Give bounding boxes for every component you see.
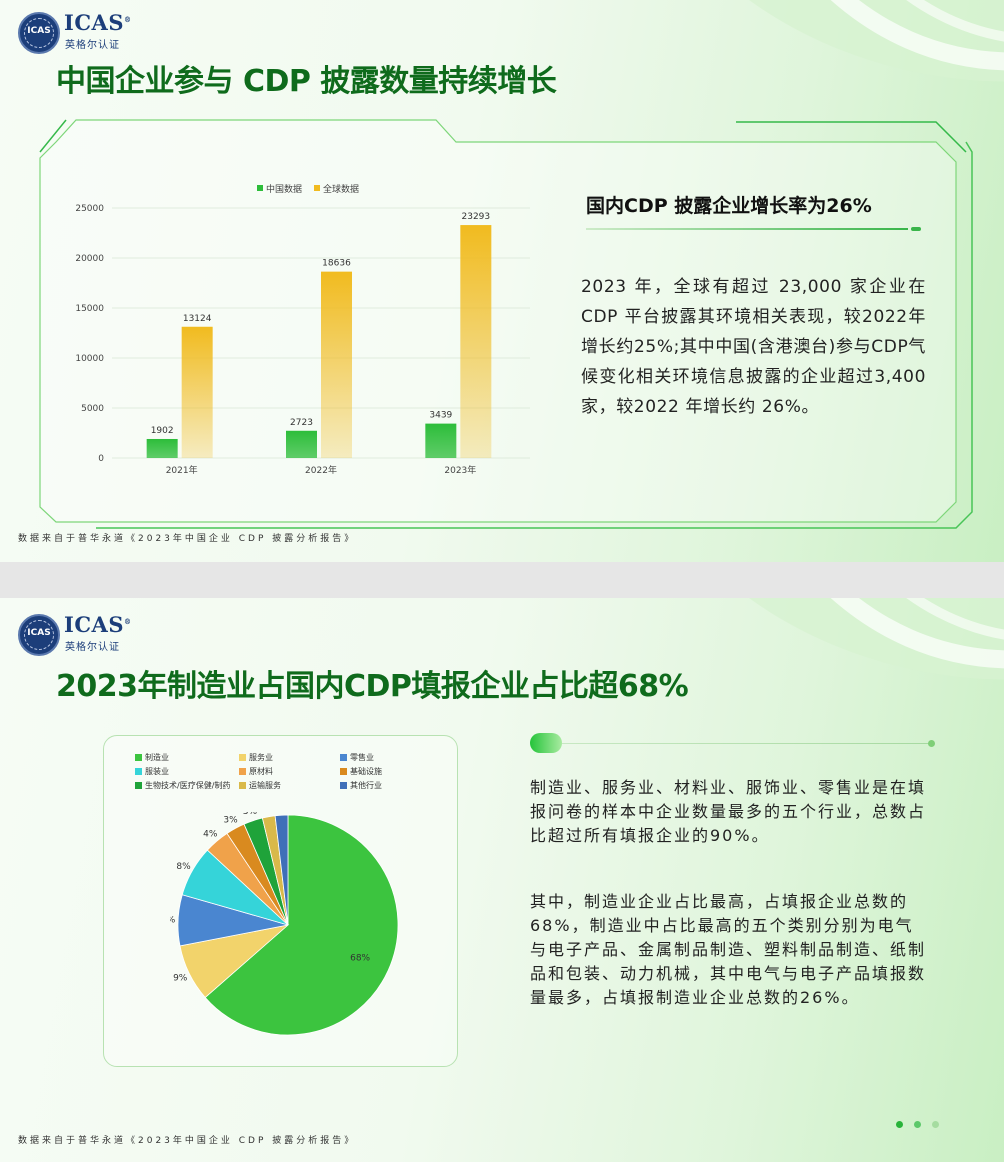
legend-swatch [239,782,246,789]
slide-1: ICAS ICAS® 英格尔认证 中国企业参与 CDP 披露数量持续增长 0 50… [0,0,1004,562]
pie-chart: 68%9%8%8%4%3%3%2%2% [170,812,399,1036]
legend-item: 制造业 [135,752,169,763]
legend-label: 运输服务 [249,781,281,790]
accent-line [562,743,930,744]
legend-item: 其他行业 [340,780,382,791]
page-title-2: 2023年制造业占国内CDP填报企业占比超68% [56,669,689,704]
legend-label: 服装业 [145,767,169,776]
logo-subtitle: 英格尔认证 [65,40,120,51]
pie-slice [204,814,399,1036]
legend-item: 服务业 [239,752,273,763]
legend-swatch [135,754,142,761]
legend-swatch [340,782,347,789]
pagination-dots [896,1113,945,1132]
legend-label: 制造业 [145,753,169,762]
x-tick-label: 2022年 [305,464,337,476]
bar-china [286,430,317,458]
slice-label: 3% [243,812,258,817]
slice-label: 3% [223,816,238,826]
bar-global [321,271,352,458]
legend-swatch [135,768,142,775]
legend-swatch [239,768,246,775]
source-footer-2: 数据来自于普华永道《2023年中国企业 CDP 披露分析报告》 [18,1136,357,1146]
x-tick-label: 2023年 [444,464,476,476]
legend-label: 中国数据 [266,183,302,195]
panel-title: 国内CDP 披露企业增长率为26% [586,195,872,217]
slice-label: 9% [173,974,188,984]
x-tick-label: 2021年 [166,464,198,476]
y-tick-label: 0 [98,454,104,464]
seal-icon: ICAS [18,12,60,54]
source-footer: 数据来自于普华永道《2023年中国企业 CDP 披露分析报告》 [18,534,357,544]
title-underline [586,228,908,230]
data-label: 3439 [429,411,452,421]
bar-china [146,438,178,458]
data-label: 13124 [183,314,212,324]
legend-item: 基础设施 [340,766,382,777]
legend-item: 生物技术/医疗保健/制药 [135,780,230,791]
legend-item: 服装业 [135,766,169,777]
data-label: 2723 [290,418,313,428]
legend-item: 运输服务 [239,780,281,791]
bar-chart: 0 5000 10000 15000 20000 25000 1902 13124 2021年 2… [75,183,530,476]
slice-label: 4% [203,830,218,840]
accent-pill [530,733,562,753]
legend-swatch [257,185,263,191]
legend-label: 原材料 [249,767,273,776]
page-dot [914,1121,922,1128]
data-label: 1902 [151,426,174,436]
slice-label: 2% [260,812,275,813]
logo-brand: ICAS [64,612,124,637]
slice-label: 8% [170,916,176,926]
y-tick-label: 5000 [81,404,104,414]
icas-logo: ICAS ICAS® 英格尔认证 [18,612,138,656]
legend-label: 其他行业 [350,781,382,790]
legend-swatch [239,754,246,761]
y-tick-label: 10000 [75,354,104,364]
page-title: 中国企业参与 CDP 披露数量持续增长 [56,64,557,99]
panel-text: 2023 年，全球有超过 23,000 家企业在 CDP 平台披露其环境相关表现… [581,277,926,417]
legend-label: 服务业 [249,753,273,762]
y-tick-label: 20000 [75,254,104,264]
legend-label: 生物技术/医疗保健/制药 [145,781,231,790]
legend-swatch [135,782,142,789]
paragraph-1: 制造业、服务业、材料业、服饰业、零售业是在填报问卷的样本中企业数量最多的五个行业… [530,778,927,845]
bar-global [181,326,213,458]
decorative-swoosh [749,0,1004,82]
legend-item: 原材料 [239,766,273,777]
y-tick-label: 25000 [75,204,104,214]
bar-china [425,423,457,458]
slide-2: ICAS ICAS® 英格尔认证 [0,598,1004,1162]
seal-icon: ICAS [18,614,60,656]
legend-item: 零售业 [340,752,374,763]
bar-global [460,225,492,458]
legend-label: 全球数据 [323,183,359,195]
slice-label: 8% [176,862,191,872]
legend-swatch [340,768,347,775]
paragraph-2: 其中，制造业企业占比最高，占填报企业总数的68%，制造业中占比最高的五个类别分别… [530,892,927,1007]
legend-swatch [314,185,320,191]
underline-dot [911,227,921,231]
logo-brand: ICAS [64,10,124,35]
accent-dot [928,740,935,747]
logo-subtitle: 英格尔认证 [65,642,120,653]
legend-swatch [340,754,347,761]
data-label: 18636 [322,259,351,269]
legend-label: 零售业 [350,753,374,762]
page-dot-active [896,1121,903,1128]
legend-label: 基础设施 [350,767,382,776]
content-frame [39,119,973,529]
page-dot [932,1121,940,1128]
slice-label: 68% [350,954,370,964]
pie-slice [274,814,289,926]
icas-logo: ICAS ICAS® 英格尔认证 [18,10,138,54]
data-label: 23293 [462,212,491,222]
y-tick-label: 15000 [75,304,104,314]
